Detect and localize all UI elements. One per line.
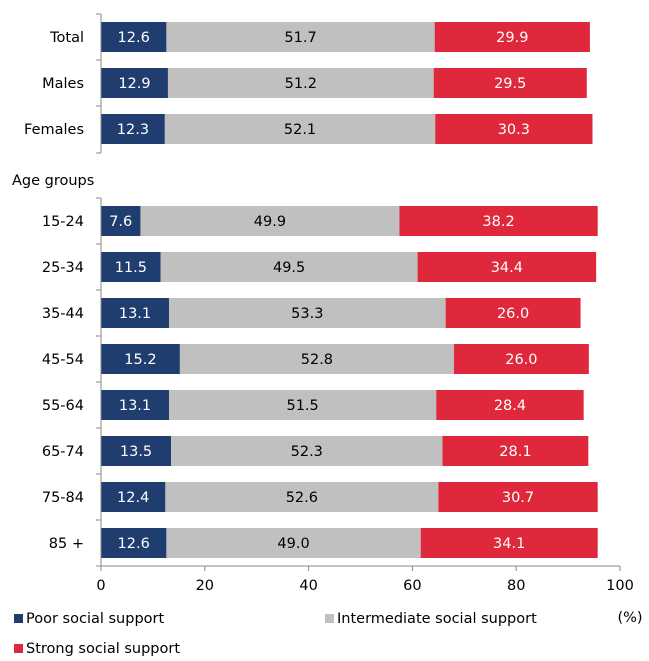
legend: Poor social support Intermediate social s… [14,611,537,657]
bar-segment [179,344,454,374]
category-label: 75-84 [42,490,84,506]
bar-segment [101,298,169,328]
bar-segment [165,482,439,512]
value-label: 49.9 [254,214,286,230]
bar-segment [420,528,598,558]
bar-segment [166,22,435,52]
bar-segment [442,436,589,466]
x-tick-label: 0 [96,578,105,594]
x-tick-label: 20 [196,578,214,594]
x-tick-label: 100 [606,578,634,594]
value-label: 11.5 [115,260,147,276]
bar-segment [101,482,166,512]
value-label: 12.4 [117,490,149,506]
bar-segment [436,390,584,420]
bar-segment [168,390,437,420]
value-label: 26.0 [505,352,537,368]
x-tick-label: 80 [507,578,525,594]
value-label: 15.2 [124,352,156,368]
category-label: 15-24 [42,214,84,230]
value-label: 52.6 [286,490,318,506]
bar-segment [140,206,400,236]
value-label: 38.2 [482,214,514,230]
value-label: 12.6 [118,536,150,552]
value-label: 52.1 [284,122,316,138]
bar-segment [438,482,598,512]
value-label: 49.5 [273,260,305,276]
bar-segment [433,68,587,98]
value-label: 34.4 [491,260,523,276]
bar-segment [101,206,141,236]
bar-segment [434,22,590,52]
bar-segment [167,68,434,98]
value-label: 52.3 [291,444,323,460]
legend-label: Poor social support [26,611,164,627]
x-tick-label: 60 [403,578,421,594]
bar-segment [101,22,167,52]
value-label: 12.3 [117,122,149,138]
category-label: Males [42,76,84,92]
value-label: 34.1 [493,536,525,552]
labels-layer: 12.6 51.7 29.9 Total 12.9 51.2 29.5 Males 12.3 52… [12,30,643,626]
value-label: 13.5 [120,444,152,460]
bar-segment [166,528,421,558]
category-label: 85 + [49,536,84,552]
bar-segment [101,68,168,98]
value-label: 7.6 [109,214,132,230]
category-label: 25-34 [42,260,84,276]
legend-swatch [325,614,334,623]
legend-label: Strong social support [26,641,180,657]
category-label: 35-44 [42,306,84,322]
value-label: 51.2 [285,76,317,92]
value-label: 53.3 [291,306,323,322]
value-label: 51.7 [284,30,316,46]
category-label: 55-64 [42,398,84,414]
bar-segment [101,344,180,374]
legend-label: Intermediate social support [337,611,537,627]
value-label: 29.9 [496,30,528,46]
x-tick-label: 40 [299,578,317,594]
bar-segment [160,252,418,282]
category-label: 65-74 [42,444,84,460]
value-label: 29.5 [494,76,526,92]
bar-segment [101,252,161,282]
value-label: 30.7 [502,490,534,506]
bar-segment [171,436,443,466]
legend-swatch [14,614,23,623]
bar-segment [101,436,172,466]
value-label: 30.3 [498,122,530,138]
category-label: Females [24,122,84,138]
bar-segment [453,344,589,374]
bar-segment [164,114,436,144]
value-label: 49.0 [277,536,309,552]
bar-segment [417,252,597,282]
x-axis-label: (%) [617,610,642,626]
category-label: 45-54 [42,352,84,368]
value-label: 28.4 [494,398,526,414]
bar-segment [399,206,598,236]
value-label: 13.1 [119,306,151,322]
axes-layer [96,13,621,571]
group-label: Age groups [12,173,94,189]
bar-segment [101,114,165,144]
bar-segment [101,528,167,558]
bar-segment [445,298,581,328]
bar-segment [168,298,446,328]
value-label: 26.0 [497,306,529,322]
value-label: 51.5 [286,398,318,414]
category-label: Total [49,30,84,46]
legend-swatch [14,644,23,653]
value-label: 52.8 [301,352,333,368]
bar-segment [101,390,169,420]
bars-layer [101,22,598,558]
value-label: 13.1 [119,398,151,414]
value-label: 12.6 [118,30,150,46]
bar-segment [435,114,593,144]
value-label: 28.1 [499,444,531,460]
value-label: 12.9 [118,76,150,92]
